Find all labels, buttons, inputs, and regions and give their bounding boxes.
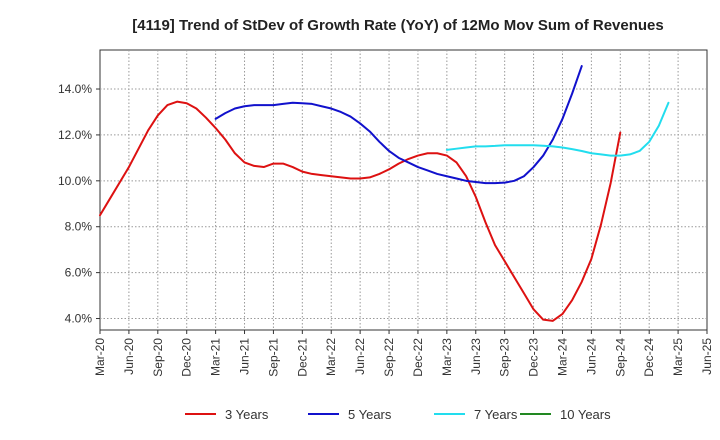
x-tick-label: Sep-24 [613,338,627,377]
series-line-5-years [214,65,583,185]
y-tick-label: 6.0% [65,266,93,280]
x-tick-label: Mar-24 [555,338,569,376]
legend-label-10-years: 10 Years [560,407,611,422]
legend-label-3-years: 3 Years [225,407,269,422]
legend: 3 Years 5 Years 7 Years 10 Years [185,407,611,422]
x-tick-label: Mar-23 [440,338,454,376]
x-tick-label: Dec-22 [411,338,425,377]
y-tick-label: 4.0% [65,312,93,326]
y-tick-label: 14.0% [58,82,92,96]
x-tick-label: Dec-24 [642,338,656,377]
x-tick-label: Jun-23 [469,338,483,375]
x-tick-label: Mar-25 [671,338,685,376]
y-tick-label: 12.0% [58,128,92,142]
x-tick-label: Jun-25 [700,338,714,375]
chart-title: [4119] Trend of StDev of Growth Rate (Yo… [132,17,663,34]
x-tick-label: Mar-20 [93,338,107,376]
x-tick-label: Dec-20 [180,338,194,377]
x-tick-label: Sep-21 [266,338,280,377]
x-tick-label: Sep-23 [498,338,512,377]
y-tick-label: 8.0% [65,220,93,234]
series-line-3-years [99,100,622,322]
y-tick-label: 10.0% [58,174,92,188]
x-tick-label: Jun-20 [122,338,136,375]
x-tick-label: Dec-23 [527,338,541,377]
x-tick-label: Sep-20 [151,338,165,377]
x-tick-label: Jun-22 [353,338,367,375]
x-tick-label: Mar-22 [324,338,338,376]
series-lines [99,65,670,322]
series-line-7-years [445,101,670,157]
grid-lines [100,50,707,330]
legend-label-5-years: 5 Years [348,407,392,422]
x-tick-label: Sep-22 [382,338,396,377]
x-tick-label: Mar-21 [209,338,223,376]
x-tick-label: Dec-21 [295,338,309,377]
x-tick-label: Jun-21 [238,338,252,375]
legend-label-7-years: 7 Years [474,407,518,422]
x-axis-ticks: Mar-20 Jun-20 Sep-20 Dec-20 Mar-21 Jun-21 Sep-… [93,330,714,377]
plot-area [99,49,708,331]
x-tick-label: Jun-24 [584,338,598,375]
y-axis-ticks: 4.0% 6.0% 8.0% 10.0% 12.0% 14.0% [58,82,100,326]
